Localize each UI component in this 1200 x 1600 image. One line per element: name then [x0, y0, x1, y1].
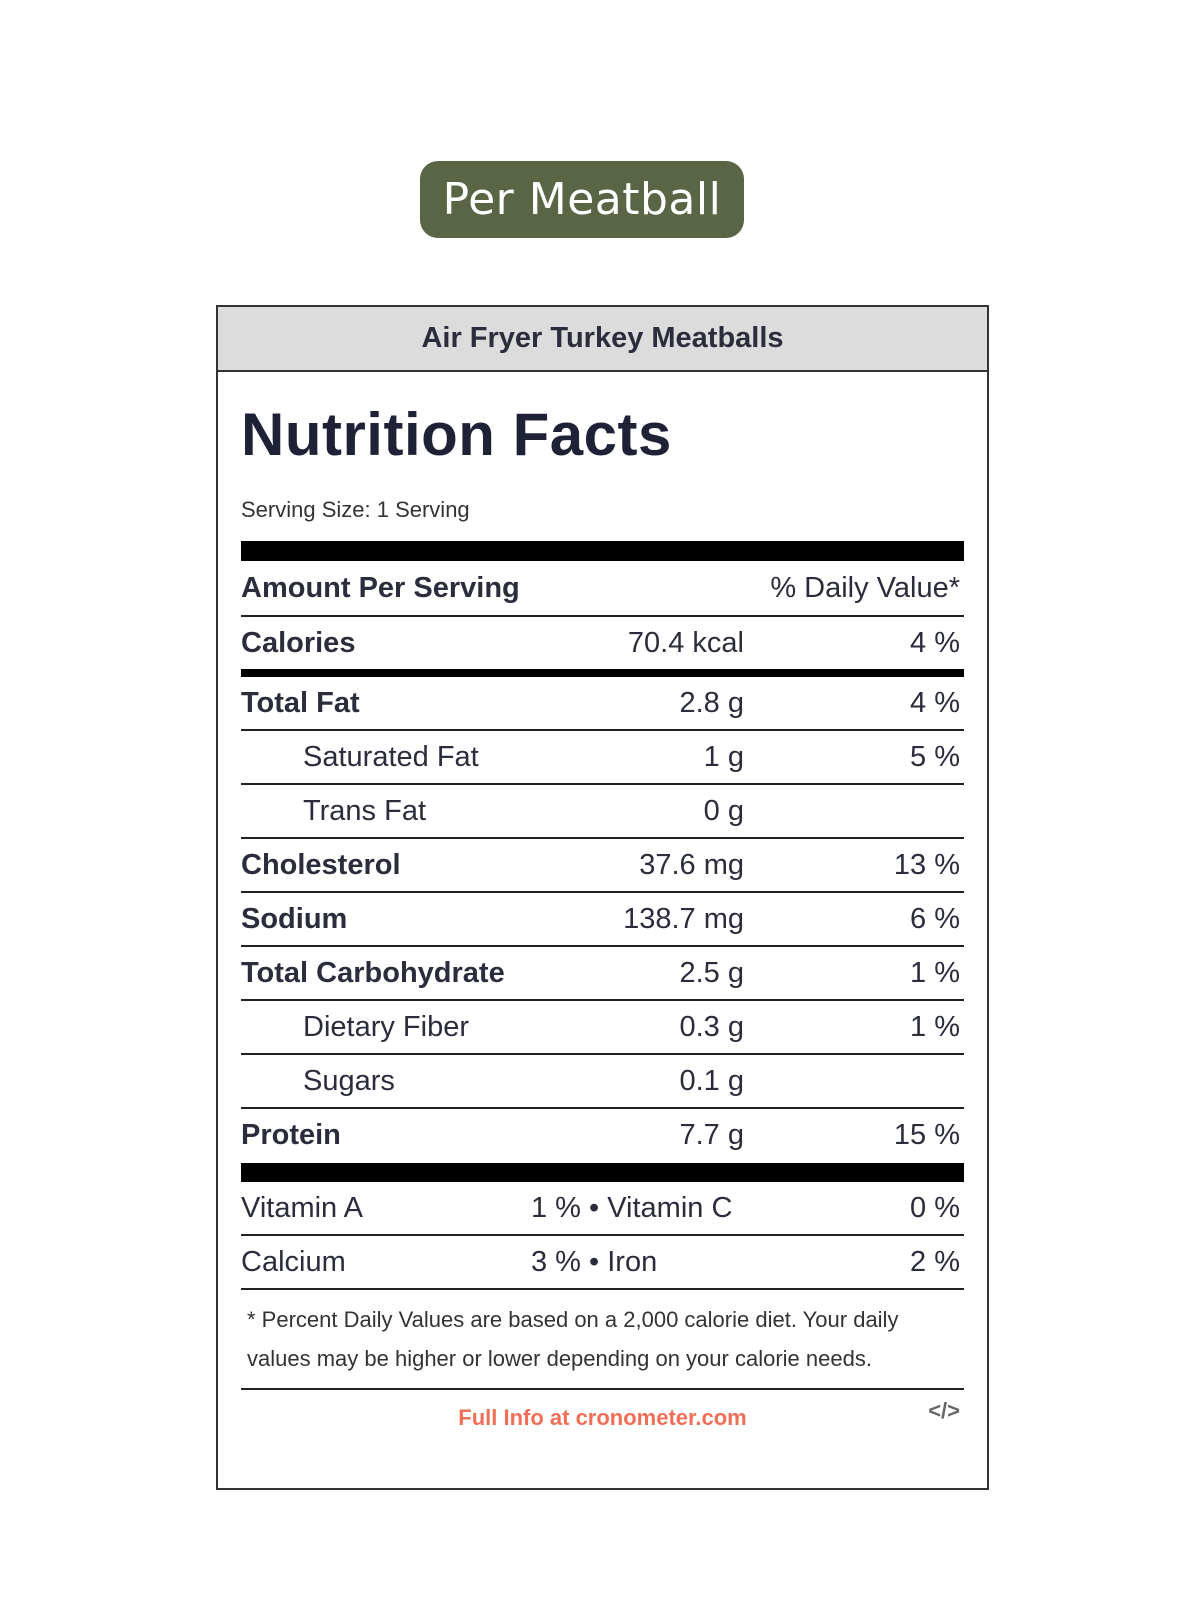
vitamin-mid: 1 % • Vitamin C — [531, 1191, 733, 1224]
nutrient-name: Sugars — [303, 1064, 395, 1097]
nutrient-dv: 1 % — [910, 1010, 960, 1043]
nutrient-amount: 0 g — [703, 794, 744, 827]
vitamin-name: Vitamin A — [241, 1191, 363, 1224]
nutrient-amount: 1 g — [703, 740, 744, 773]
nutrient-name: Sodium — [241, 902, 348, 935]
vitamin-dv: 2 % — [910, 1245, 960, 1278]
nutrient-amount: 7.7 g — [679, 1118, 745, 1151]
nutrient-amount: 2.8 g — [679, 686, 745, 719]
vitamin-row: Vitamin A 1 % • Vitamin C 0 % — [241, 1182, 964, 1236]
nutrient-amount: 0.3 g — [679, 1010, 745, 1043]
nutrient-row: Total Carbohydrate 2.5 g 1 % — [241, 947, 964, 1001]
nutrient-dv: 4 % — [910, 686, 960, 719]
amount-per-serving-label: Amount Per Serving — [241, 571, 520, 604]
nutrient-amount: 70.4 kcal — [627, 626, 744, 659]
nutrient-amount: 37.6 mg — [639, 848, 744, 881]
vitamin-mid: 3 % • Iron — [531, 1245, 658, 1278]
cronometer-link[interactable]: Full Info at cronometer.com — [458, 1405, 747, 1430]
amount-header-row: Amount Per Serving % Daily Value* — [241, 561, 964, 617]
per-meatball-badge: Per Meatball — [420, 161, 744, 238]
nutrient-amount: 2.5 g — [679, 956, 745, 989]
vitamin-row: Calcium 3 % • Iron 2 % — [241, 1236, 964, 1290]
nutrient-row: Sodium 138.7 mg 6 % — [241, 893, 964, 947]
nutrient-row: Total Fat 2.8 g 4 % — [241, 677, 964, 731]
serving-size: Serving Size: 1 Serving — [241, 497, 470, 522]
thick-divider — [241, 1163, 964, 1182]
vitamin-name: Calcium — [241, 1245, 346, 1278]
nutrition-facts-title: Nutrition Facts — [241, 401, 672, 468]
nutrient-dv: 15 % — [893, 1118, 960, 1151]
nutrient-dv: 4 % — [910, 626, 960, 659]
label-footer: Full Info at cronometer.com </> — [241, 1390, 964, 1446]
nutrient-dv: 5 % — [910, 740, 960, 773]
thick-divider — [241, 541, 964, 561]
nutrient-name: Protein — [241, 1118, 341, 1151]
nutrient-dv: 13 % — [893, 848, 960, 881]
nutrient-name: Total Fat — [241, 686, 360, 719]
nutrient-row: Saturated Fat 1 g 5 % — [241, 731, 964, 785]
nutrient-amount: 0.1 g — [679, 1064, 745, 1097]
nutrition-label: Air Fryer Turkey Meatballs Nutrition Fac… — [216, 305, 989, 1490]
nutrient-row: Sugars 0.1 g — [241, 1055, 964, 1109]
daily-value-header: % Daily Value* — [770, 571, 960, 604]
nutrient-name: Calories — [241, 626, 356, 659]
footnote: * Percent Daily Values are based on a 2,… — [241, 1290, 964, 1390]
nutrient-row: Protein 7.7 g 15 % — [241, 1109, 964, 1161]
nutrient-name: Saturated Fat — [303, 740, 479, 773]
nutrient-row: Dietary Fiber 0.3 g 1 % — [241, 1001, 964, 1055]
nutrient-amount: 138.7 mg — [623, 902, 744, 935]
nutrient-dv: 6 % — [910, 902, 960, 935]
nutrient-row: Trans Fat 0 g — [241, 785, 964, 839]
embed-code-icon[interactable]: </> — [928, 1398, 960, 1423]
nutrient-dv: 1 % — [910, 956, 960, 989]
recipe-name: Air Fryer Turkey Meatballs — [218, 307, 987, 372]
nutrient-name: Trans Fat — [303, 794, 427, 827]
vitamin-dv: 0 % — [910, 1191, 960, 1224]
nutrient-name: Cholesterol — [241, 848, 401, 881]
nutrient-name: Dietary Fiber — [303, 1010, 469, 1043]
nutrient-row: Cholesterol 37.6 mg 13 % — [241, 839, 964, 893]
nutrient-name: Total Carbohydrate — [241, 956, 505, 989]
calories-row: Calories 70.4 kcal 4 % — [241, 617, 964, 669]
medium-divider — [241, 669, 964, 677]
